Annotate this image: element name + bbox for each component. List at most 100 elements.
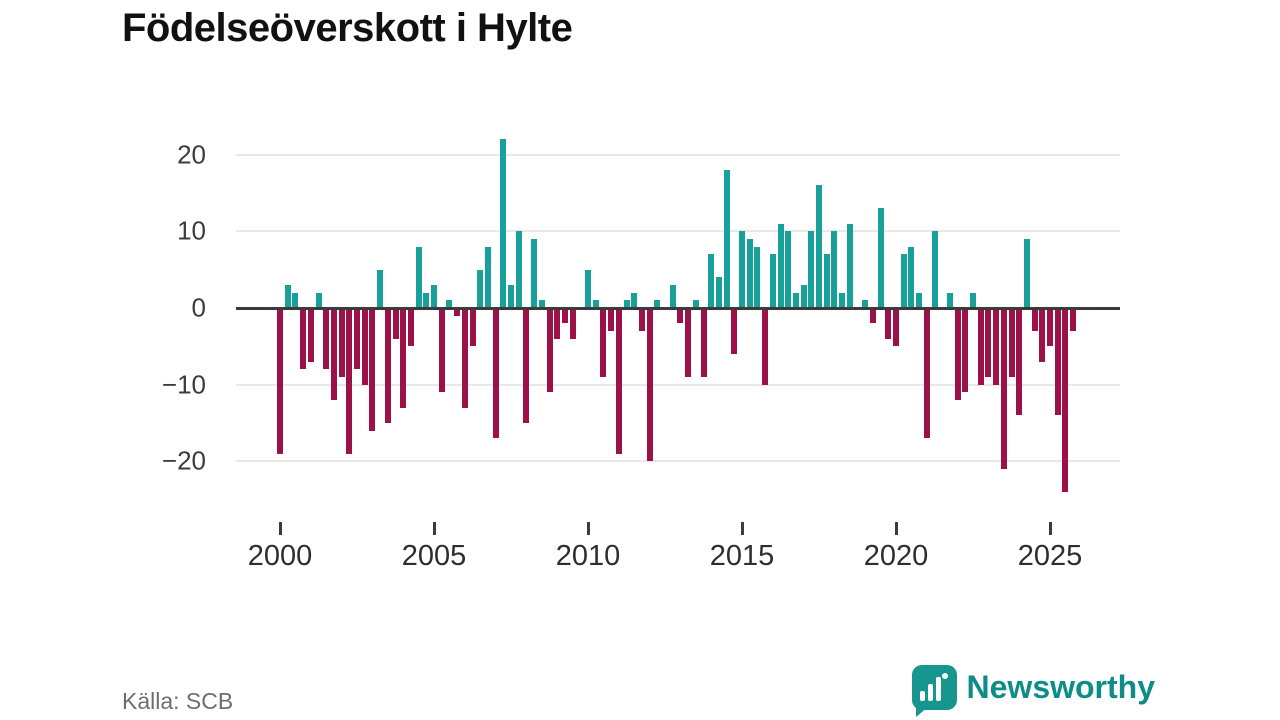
gridline--10: [236, 383, 1120, 386]
bar-2002-Q1: [338, 308, 345, 378]
bar-2017-Q1: [800, 284, 807, 308]
bar-2025-Q2: [1054, 308, 1061, 416]
bar-2018-Q3: [846, 223, 853, 308]
bar-2020-Q1: [893, 308, 899, 347]
bar-2004-Q2: [407, 308, 414, 347]
bar-2004-Q4: [423, 292, 430, 308]
bar-2005-Q1: [431, 284, 437, 308]
bar-2017-Q4: [823, 254, 830, 308]
bar-2013-Q4: [700, 308, 707, 378]
bar-2019-Q2: [869, 308, 876, 324]
bar-2002-Q3: [354, 308, 360, 370]
bar-2016-Q4: [792, 292, 799, 308]
bar-2000-Q3: [292, 292, 299, 308]
bar-2024-Q1: [1016, 308, 1023, 416]
bar-2012-Q1: [646, 308, 653, 462]
bar-2013-Q2: [685, 308, 692, 378]
bar-2006-Q2: [469, 308, 476, 347]
bar-2001-Q2: [315, 292, 322, 308]
bar-2001-Q3: [323, 308, 330, 370]
bar-2003-Q1: [369, 308, 376, 431]
bar-2001-Q1: [307, 308, 314, 362]
bar-2006-Q4: [484, 246, 491, 308]
bar-2015-Q4: [762, 308, 769, 385]
bar-2017-Q3: [816, 185, 822, 308]
bar-2006-Q1: [461, 308, 468, 408]
bar-2025-Q1: [1047, 308, 1053, 347]
bar-2008-Q3: [538, 300, 545, 308]
bar-2009-Q2: [561, 308, 568, 324]
bar-2008-Q4: [546, 308, 553, 393]
logo-bars: [919, 677, 941, 701]
bar-chart-speech-bubble-icon: [911, 665, 957, 717]
x-axis-tick-2020: [894, 522, 898, 535]
bar-2020-Q4: [916, 292, 923, 308]
x-axis-label-2025: 2025: [1017, 540, 1083, 572]
chart-title: Födelseöverskott i Hylte: [122, 6, 573, 50]
gridline-10: [236, 230, 1120, 233]
bar-2015-Q2: [746, 238, 753, 308]
x-axis-label-2010: 2010: [555, 540, 621, 572]
brand-name: Newsworthy: [966, 669, 1155, 705]
bar-2003-Q2: [377, 269, 384, 308]
bar-2000-Q2: [284, 284, 291, 308]
bar-2002-Q4: [361, 308, 368, 385]
bar-2016-Q2: [777, 223, 784, 308]
bar-2013-Q3: [692, 300, 699, 308]
bar-2004-Q3: [415, 246, 422, 308]
bar-2025-Q3: [1062, 308, 1069, 493]
zero-axis-line: [236, 306, 1120, 310]
y-axis-label-20: 20: [177, 139, 206, 170]
bar-2010-Q2: [592, 300, 599, 308]
bar-2024-Q2: [1023, 238, 1030, 308]
x-axis-label-2000: 2000: [247, 540, 313, 572]
bar-2006-Q3: [477, 269, 484, 308]
bar-2023-Q3: [1000, 308, 1007, 470]
bar-2020-Q3: [908, 246, 915, 308]
bar-2015-Q3: [754, 246, 761, 308]
newsworthy-logo: Newsworthy: [911, 665, 1155, 717]
x-axis-tick-2005: [432, 522, 436, 535]
y-axis-label-0: 0: [191, 292, 206, 323]
bar-2020-Q2: [900, 254, 907, 308]
bar-2002-Q2: [346, 308, 353, 454]
bar-2010-Q3: [600, 308, 607, 378]
bar-2019-Q3: [877, 208, 884, 308]
bar-2025-Q4: [1070, 308, 1077, 331]
bar-2024-Q3: [1031, 308, 1038, 331]
bar-2008-Q2: [531, 238, 538, 308]
bar-2016-Q3: [785, 231, 792, 308]
bar-2011-Q2: [623, 300, 630, 308]
bar-2022-Q1: [954, 308, 961, 401]
bar-2022-Q4: [977, 308, 984, 385]
bar-2007-Q3: [508, 284, 514, 308]
y-axis-label--20: −20: [161, 445, 206, 476]
y-axis-label--10: −10: [161, 369, 206, 400]
bar-2022-Q3: [970, 292, 976, 308]
bar-2014-Q2: [715, 277, 722, 308]
bar-2012-Q4: [669, 284, 676, 308]
bar-2021-Q4: [946, 292, 953, 308]
bar-2024-Q4: [1039, 308, 1046, 362]
bar-2023-Q1: [985, 308, 992, 378]
bar-2005-Q2: [438, 308, 445, 393]
bar-2014-Q4: [731, 308, 738, 355]
bar-2012-Q2: [654, 300, 661, 308]
bar-2015-Q1: [739, 231, 745, 308]
source-caption: Källa: SCB: [122, 688, 234, 714]
gridline--20: [236, 460, 1120, 463]
x-axis-tick-2015: [740, 522, 744, 535]
bar-2014-Q1: [708, 254, 715, 308]
bar-2013-Q1: [677, 308, 684, 324]
bar-2014-Q3: [723, 169, 730, 308]
bar-2000-Q4: [300, 308, 307, 370]
bar-2011-Q1: [615, 308, 622, 454]
bar-2010-Q1: [585, 269, 591, 308]
bar-2011-Q4: [638, 308, 645, 331]
x-axis-label-2015: 2015: [709, 540, 775, 572]
bar-2004-Q1: [400, 308, 407, 408]
bar-2005-Q3: [446, 300, 453, 308]
bar-2011-Q3: [631, 292, 638, 308]
bar-2003-Q3: [384, 308, 391, 424]
x-axis-tick-2010: [586, 522, 590, 535]
